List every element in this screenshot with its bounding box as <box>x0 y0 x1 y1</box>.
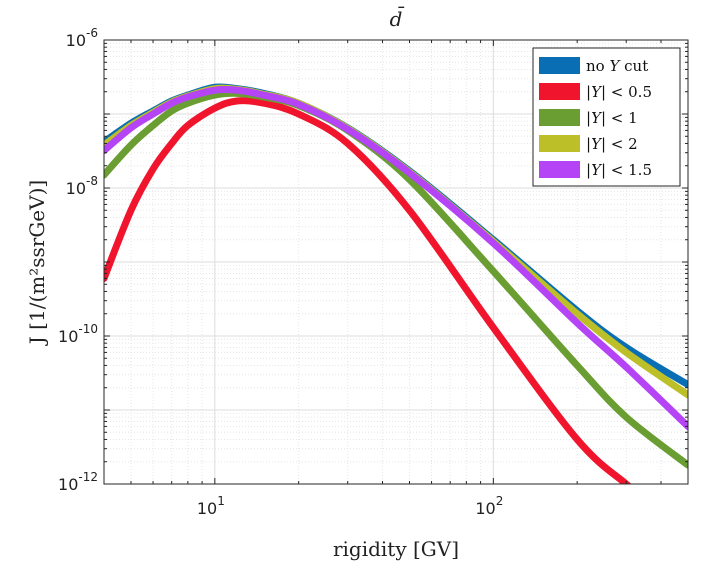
legend-swatch <box>539 57 580 74</box>
chart-title: d̄ <box>390 6 405 31</box>
legend-swatch <box>539 109 580 126</box>
legend-label: no Y cut <box>586 57 648 75</box>
legend-label: |Y| < 1.5 <box>586 161 652 179</box>
legend-swatch <box>539 161 580 178</box>
series-layer <box>104 83 688 484</box>
legend-swatch <box>539 135 580 152</box>
legend-label: |Y| < 2 <box>586 135 638 153</box>
legend-label: |Y| < 1 <box>586 109 638 127</box>
legend-label: |Y| < 0.5 <box>586 83 652 101</box>
legend-swatch <box>539 83 580 100</box>
x-axis-label: rigidity [GV] <box>333 537 459 561</box>
series-line-4 <box>104 85 688 430</box>
legend: no Y cut |Y| < 0.5 |Y| < 1 |Y| < 2 |Y| < 1.5 <box>532 47 681 187</box>
tick-marks <box>103 39 689 485</box>
series-line-1 <box>104 97 632 484</box>
y-axis-label: J [1/(m²ssrGeV)] <box>25 180 49 346</box>
